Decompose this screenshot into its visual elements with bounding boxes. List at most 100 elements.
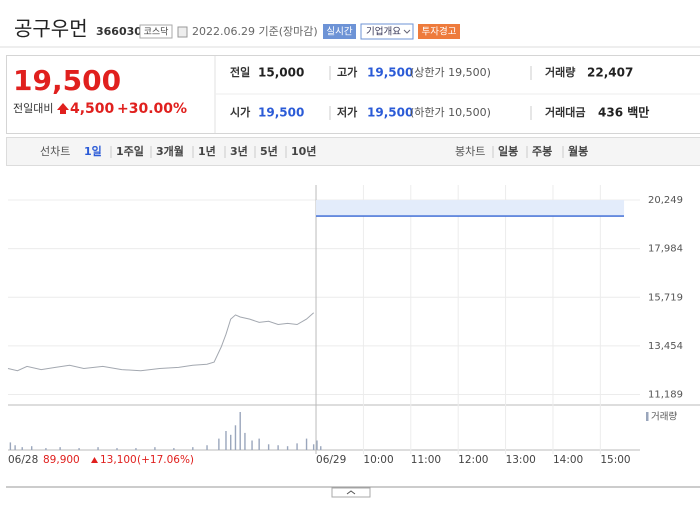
stat-value: 436 백만 [598, 105, 649, 120]
change-label: 전일대비 [13, 101, 53, 115]
volume-bar [173, 448, 175, 450]
current-price: 19,500 [13, 64, 121, 97]
tab-heading: 선차트 [40, 145, 70, 158]
stat-label: 시가 [230, 105, 250, 119]
volume-bar [9, 442, 12, 450]
volume-bar [218, 438, 220, 450]
y-tick-label: 15,719 [648, 292, 683, 303]
market: 코스닥 [144, 27, 169, 38]
market-badge [139, 24, 173, 39]
x-tick-label: 14:00 [553, 454, 583, 466]
button-realtime[interactable] [323, 24, 356, 39]
y-tick-label: 11,189 [648, 390, 683, 401]
legend-label: 거래량 [651, 411, 677, 423]
footer-price: 89,900 [43, 454, 80, 466]
stat-value: 19,500 [258, 106, 304, 120]
stat-value: 15,000 [258, 66, 304, 80]
tab[interactable]: 10년 [291, 144, 316, 158]
volume-bar [135, 448, 137, 450]
stat-value: 19,500 [367, 66, 413, 80]
up-arrow [57, 103, 69, 114]
tab-bar [6, 137, 700, 166]
button-company[interactable] [360, 23, 414, 40]
button-warning[interactable] [418, 24, 460, 39]
volume-bar [30, 446, 33, 450]
tab[interactable]: 1년 [198, 144, 216, 158]
tab[interactable]: 3개월 [156, 144, 184, 158]
volume-bar [234, 425, 237, 450]
button-label[interactable]: 기업개요 [366, 26, 401, 38]
stat-label: 저가 [337, 105, 357, 119]
stat-label: 거래량 [545, 65, 575, 79]
volume-bar [267, 444, 270, 450]
tab[interactable]: 1주일 [116, 144, 144, 158]
tab[interactable]: 월봉 [568, 144, 588, 158]
volume-bar [277, 445, 279, 450]
up-arrow [91, 457, 98, 463]
stat-value: 22,407 [587, 66, 633, 80]
volume-bar [316, 440, 318, 450]
volume-bar [97, 447, 99, 450]
volume-bar [305, 438, 308, 450]
tab[interactable]: 5년 [260, 144, 278, 158]
stock-code: 366030 [96, 25, 142, 38]
x-tick-label: 13:00 [506, 454, 536, 466]
limit-band [316, 200, 625, 217]
volume-bar [296, 443, 298, 450]
volume-bar [154, 447, 156, 450]
footer-change: 13,100 [100, 454, 137, 466]
y-tick-label: 13,454 [648, 341, 683, 352]
volume-bar [320, 446, 322, 450]
legend-swatch [646, 412, 649, 421]
x-tick-label: 15:00 [600, 454, 630, 466]
x-tick-label: 06/29 [316, 454, 346, 466]
x-tick-label: 11:00 [411, 454, 441, 466]
x-tick-label: 10:00 [363, 454, 393, 466]
change: 4,500 [70, 101, 115, 117]
volume-bar [239, 412, 241, 450]
date: 2022.06.29 기준(장마감) [192, 25, 318, 38]
x-tick-label: 06/28 [8, 454, 38, 466]
price-line [7, 312, 315, 372]
volume-bar [21, 447, 23, 450]
volume-bar [312, 444, 315, 450]
tab[interactable]: 3년 [230, 144, 248, 158]
tabs: 선차트 1일 1주일 3개월 1년 3년 5년 10년 봉차트 일봉 주봉 월봉 [40, 144, 588, 158]
change-pct: +30.00% [117, 101, 187, 117]
tab[interactable]: 1일 [84, 144, 102, 158]
volume-bar [192, 447, 194, 450]
stat-note: (하한가 10,500) [410, 105, 491, 119]
volume-bar [14, 445, 16, 450]
chart: 11,189 13,454 15,719 17,984 20,249 06/28 06/29… [7, 185, 700, 466]
tab-heading: 봉차트 [455, 145, 485, 158]
volume-bar [59, 447, 61, 450]
volume-bar [258, 438, 260, 450]
y-tick-label: 17,984 [648, 244, 683, 255]
stat-label: 거래대금 [545, 105, 585, 119]
stock-name: 공구우먼 [14, 17, 88, 41]
chevron-up [346, 490, 356, 495]
stat-note: (상한가 19,500) [410, 66, 491, 79]
volume-bar [244, 432, 246, 450]
volume-bar [286, 446, 289, 450]
y-tick-label: 20,249 [648, 195, 683, 206]
volume-bar [45, 448, 47, 450]
stat-value: 19,500 [367, 106, 413, 120]
x-tick-label: 12:00 [458, 454, 488, 466]
stat-label: 고가 [337, 65, 357, 79]
button-label[interactable]: 실시간 [326, 27, 352, 38]
dropdown-arrow [403, 29, 411, 34]
tab[interactable]: 주봉 [532, 145, 552, 158]
calendar-icon [177, 26, 188, 38]
tab[interactable]: 일봉 [498, 144, 518, 158]
volume-bar [206, 445, 208, 450]
button-label[interactable]: 투자경고 [422, 26, 457, 38]
volume-bar [78, 448, 80, 450]
footer-change-pct: (+17.06%) [137, 454, 194, 466]
stat-label: 전일 [230, 65, 250, 79]
volume-bar [225, 431, 227, 450]
volume-bar [116, 448, 118, 450]
toggle-button[interactable] [331, 487, 371, 498]
volume-bar [251, 440, 253, 450]
